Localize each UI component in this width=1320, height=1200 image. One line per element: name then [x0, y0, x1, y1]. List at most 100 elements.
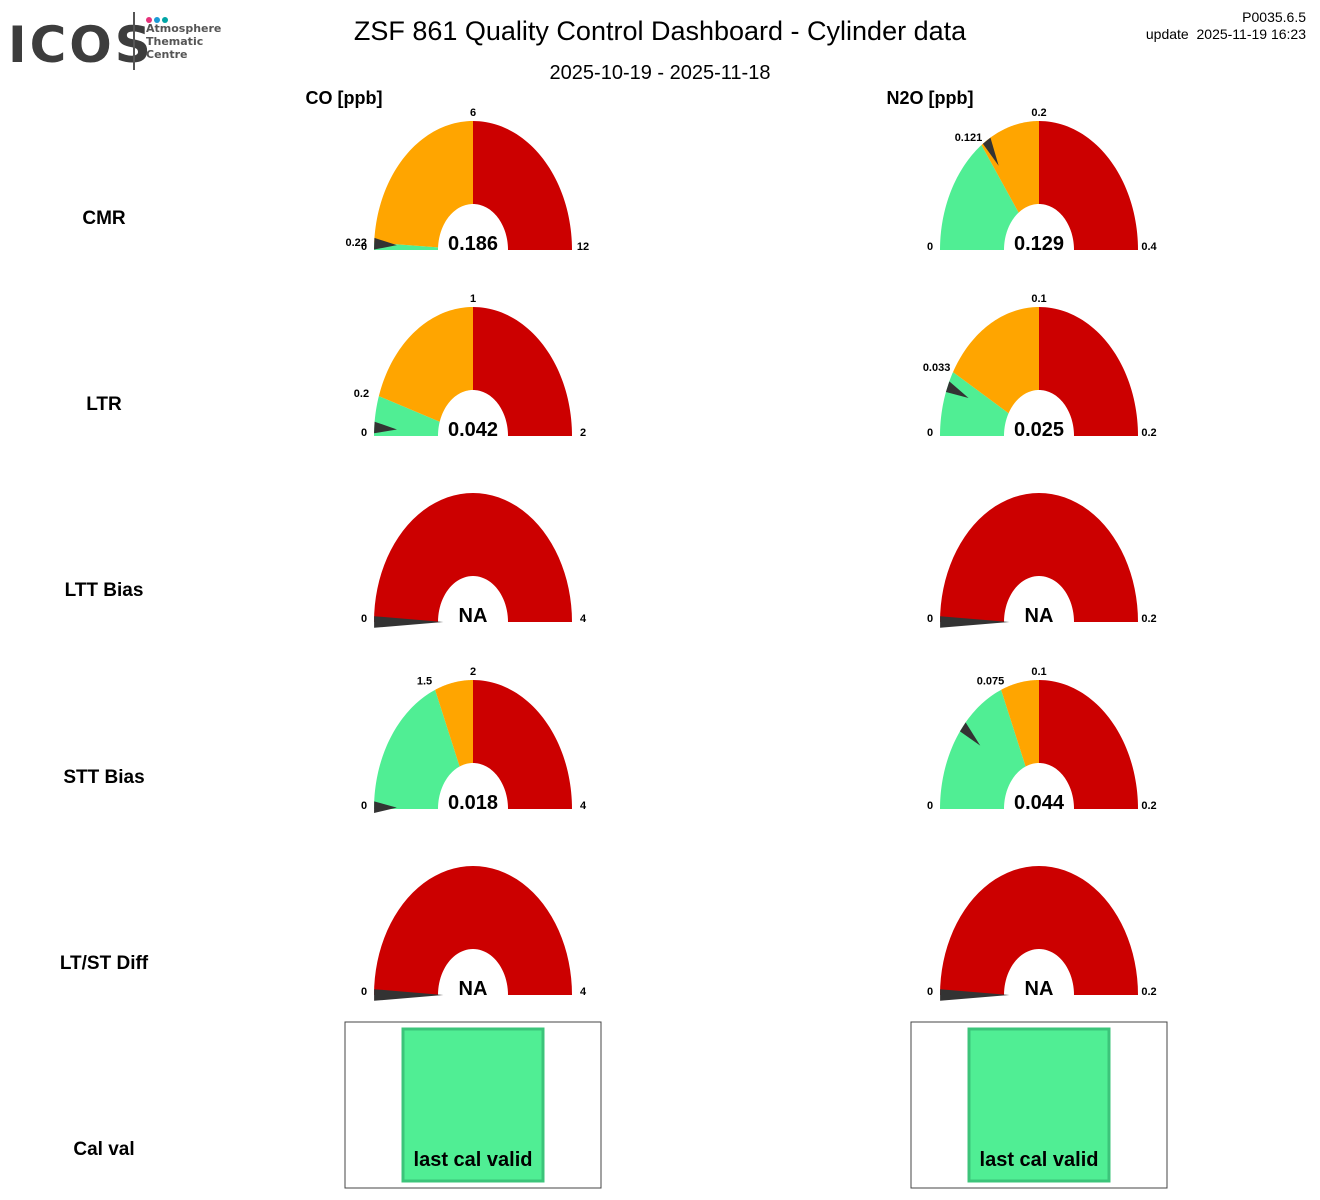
logo-wordmark: ICOS	[8, 16, 154, 74]
calval-status-box	[967, 1027, 1111, 1183]
gauge-green-threshold: 0.22	[345, 237, 366, 249]
gauge-orange-threshold: 0.1	[1031, 666, 1046, 678]
column-header: CO [ppb]	[306, 88, 383, 108]
gauge-red-zone	[1039, 680, 1138, 809]
icos-logo: ICOS Atmosphere Thematic Centre	[8, 10, 238, 74]
gauge-value: NA	[459, 605, 488, 627]
gauge-2-0: NA 0 4	[361, 493, 587, 628]
gauge-needle	[374, 801, 397, 813]
gauge-max-label: 0.2	[1141, 800, 1156, 812]
gauge-value: 0.042	[448, 419, 498, 441]
gauge-max-label: 4	[580, 613, 587, 625]
gauge-red-zone	[940, 866, 1138, 995]
gauge-green-threshold: 0.2	[354, 388, 369, 400]
gauge-green-threshold: 0.033	[923, 362, 951, 374]
row-label: LT/ST Diff	[60, 953, 149, 974]
gauge-min-label: 0	[361, 800, 367, 812]
gauge-orange-threshold: 1	[470, 293, 476, 305]
gauge-green-threshold: 0.075	[977, 676, 1005, 688]
calval-status-text: last cal valid	[980, 1149, 1099, 1171]
gauge-green-threshold: 1.5	[417, 676, 432, 688]
gauge-red-zone	[374, 866, 572, 995]
gauge-orange-threshold: 6	[470, 107, 476, 119]
gauge-value: NA	[459, 978, 488, 1000]
dashboard-title: ZSF 861 Quality Control Dashboard - Cyli…	[353, 16, 967, 46]
row-label: STT Bias	[63, 767, 144, 788]
row-label: LTT Bias	[65, 580, 144, 601]
gauge-min-label: 0	[927, 986, 933, 998]
logo-divider	[133, 12, 135, 70]
gauge-4-1: NA 0 0.2	[927, 866, 1157, 1001]
gauge-needle	[374, 237, 397, 250]
gauge-max-label: 0.2	[1141, 427, 1156, 439]
logo-line-3: Centre	[146, 48, 188, 61]
row-label: Cal val	[73, 1139, 134, 1160]
gauge-green-zone	[940, 372, 1009, 436]
gauge-min-label: 0	[361, 986, 367, 998]
gauge-red-zone	[1039, 307, 1138, 436]
gauge-red-zone	[1039, 121, 1138, 250]
gauge-min-label: 0	[927, 427, 933, 439]
gauge-max-label: 4	[580, 986, 587, 998]
version-label: P0035.6.5	[1242, 9, 1306, 25]
gauge-3-0: 0.018 0 4 1.5 2	[361, 666, 587, 814]
gauge-max-label: 12	[577, 241, 589, 253]
gauge-needle	[374, 616, 444, 628]
gauge-needle	[945, 381, 969, 398]
update-timestamp: update 2025-11-19 16:23	[1145, 26, 1306, 42]
gauge-orange-zone	[981, 121, 1039, 213]
gauge-min-label: 0	[927, 800, 933, 812]
gauge-needle	[940, 616, 1010, 628]
gauge-max-label: 4	[580, 800, 587, 812]
gauge-needle	[982, 137, 999, 166]
gauge-3-1: 0.044 0 0.2 0.075 0.1	[927, 666, 1157, 814]
gauge-0-1: 0.129 0 0.4 0.121 0.2	[927, 107, 1158, 255]
calval-status-text: last cal valid	[414, 1149, 533, 1171]
date-range: 2025-10-19 - 2025-11-18	[549, 62, 771, 84]
gauge-orange-zone	[374, 121, 473, 248]
gauge-green-zone	[374, 396, 440, 436]
gauge-orange-threshold: 0.2	[1031, 107, 1046, 119]
gauge-min-label: 0	[361, 613, 367, 625]
gauge-1-1: 0.025 0 0.2 0.033 0.1	[923, 293, 1157, 441]
gauge-value: 0.018	[448, 792, 498, 814]
gauge-green-zone	[940, 145, 1019, 250]
gauge-green-zone	[374, 689, 460, 809]
gauge-value: 0.129	[1014, 233, 1064, 255]
gauge-value: 0.044	[1014, 792, 1065, 814]
gauge-min-label: 0	[927, 241, 933, 253]
gauge-red-zone	[473, 307, 572, 436]
gauge-max-label: 0.4	[1141, 241, 1157, 253]
gauge-needle	[374, 421, 397, 434]
calval-panel: last cal valid	[910, 1021, 1168, 1189]
logo-dots-icon	[146, 10, 170, 28]
gauge-needle	[374, 989, 444, 1001]
gauge-red-zone	[473, 121, 572, 250]
gauge-min-label: 0	[361, 427, 367, 439]
gauge-1-0: 0.042 0 2 0.2 1	[354, 293, 586, 441]
gauge-min-label: 0	[361, 241, 367, 253]
gauge-max-label: 0.2	[1141, 613, 1156, 625]
row-label: CMR	[82, 208, 126, 229]
gauge-min-label: 0	[927, 613, 933, 625]
gauge-orange-threshold: 2	[470, 666, 476, 678]
gauge-value: 0.186	[448, 233, 498, 255]
gauge-value: NA	[1025, 605, 1054, 627]
calval-panel: last cal valid	[344, 1021, 602, 1189]
logo-line-2: Thematic	[146, 35, 204, 48]
gauge-red-zone	[473, 680, 572, 809]
gauge-red-zone	[374, 493, 572, 622]
column-header: N2O [ppb]	[887, 88, 974, 108]
gauge-red-zone	[940, 493, 1138, 622]
gauge-orange-threshold: 0.1	[1031, 293, 1046, 305]
gauge-green-threshold: 0.121	[955, 132, 983, 144]
calval-status-box	[401, 1027, 545, 1183]
gauge-4-0: NA 0 4	[361, 866, 587, 1001]
gauge-orange-zone	[1001, 680, 1039, 767]
logo-text: Atmosphere Thematic Centre	[146, 22, 221, 61]
gauge-orange-zone	[435, 680, 473, 767]
gauge-2-1: NA 0 0.2	[927, 493, 1157, 628]
gauge-value: 0.025	[1014, 419, 1064, 441]
row-label: LTR	[86, 394, 122, 415]
gauge-orange-zone	[953, 307, 1039, 414]
